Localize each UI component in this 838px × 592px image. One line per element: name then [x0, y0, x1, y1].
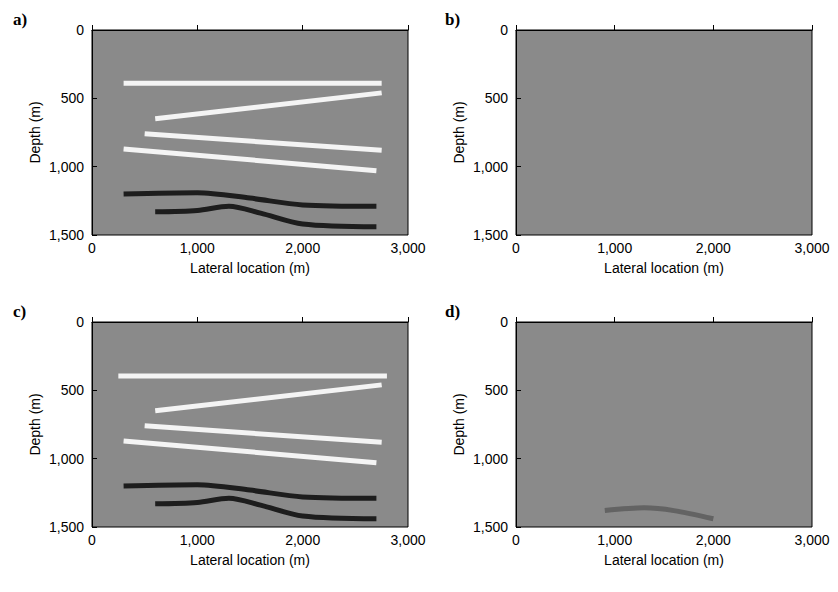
- svg-text:500: 500: [61, 90, 85, 106]
- svg-text:2,000: 2,000: [285, 532, 320, 548]
- svg-text:Lateral location (m): Lateral location (m): [604, 260, 724, 276]
- svg-text:3,000: 3,000: [390, 240, 425, 256]
- svg-text:3,000: 3,000: [794, 240, 829, 256]
- svg-text:1,000: 1,000: [49, 159, 84, 175]
- svg-text:b): b): [445, 10, 460, 29]
- svg-text:Depth (m): Depth (m): [27, 393, 43, 455]
- svg-text:0: 0: [88, 532, 96, 548]
- svg-text:0: 0: [512, 240, 520, 256]
- svg-text:500: 500: [61, 382, 85, 398]
- svg-text:1,000: 1,000: [473, 451, 508, 467]
- svg-text:c): c): [13, 302, 26, 321]
- svg-text:1,000: 1,000: [473, 159, 508, 175]
- svg-text:1,500: 1,500: [49, 519, 84, 535]
- svg-text:1,000: 1,000: [597, 240, 632, 256]
- svg-text:Lateral location (m): Lateral location (m): [190, 552, 310, 568]
- svg-text:Depth (m): Depth (m): [451, 393, 467, 455]
- svg-text:a): a): [13, 10, 27, 29]
- svg-text:0: 0: [76, 314, 84, 330]
- svg-text:Depth (m): Depth (m): [27, 101, 43, 163]
- svg-text:1,000: 1,000: [49, 451, 84, 467]
- svg-text:0: 0: [500, 22, 508, 38]
- svg-text:3,000: 3,000: [390, 532, 425, 548]
- svg-text:1,000: 1,000: [180, 240, 215, 256]
- svg-text:3,000: 3,000: [794, 532, 829, 548]
- svg-text:0: 0: [76, 22, 84, 38]
- svg-text:1,500: 1,500: [49, 227, 84, 243]
- svg-text:Lateral location (m): Lateral location (m): [190, 260, 310, 276]
- svg-text:d): d): [445, 302, 460, 321]
- svg-text:1,000: 1,000: [597, 532, 632, 548]
- svg-text:1,500: 1,500: [473, 519, 508, 535]
- svg-text:500: 500: [485, 382, 509, 398]
- svg-text:2,000: 2,000: [285, 240, 320, 256]
- svg-text:Lateral location (m): Lateral location (m): [604, 552, 724, 568]
- svg-text:1,500: 1,500: [473, 227, 508, 243]
- svg-text:1,000: 1,000: [180, 532, 215, 548]
- svg-text:0: 0: [512, 532, 520, 548]
- svg-text:0: 0: [500, 314, 508, 330]
- svg-text:500: 500: [485, 90, 509, 106]
- svg-text:2,000: 2,000: [696, 532, 731, 548]
- svg-text:0: 0: [88, 240, 96, 256]
- svg-text:Depth (m): Depth (m): [451, 101, 467, 163]
- svg-text:2,000: 2,000: [696, 240, 731, 256]
